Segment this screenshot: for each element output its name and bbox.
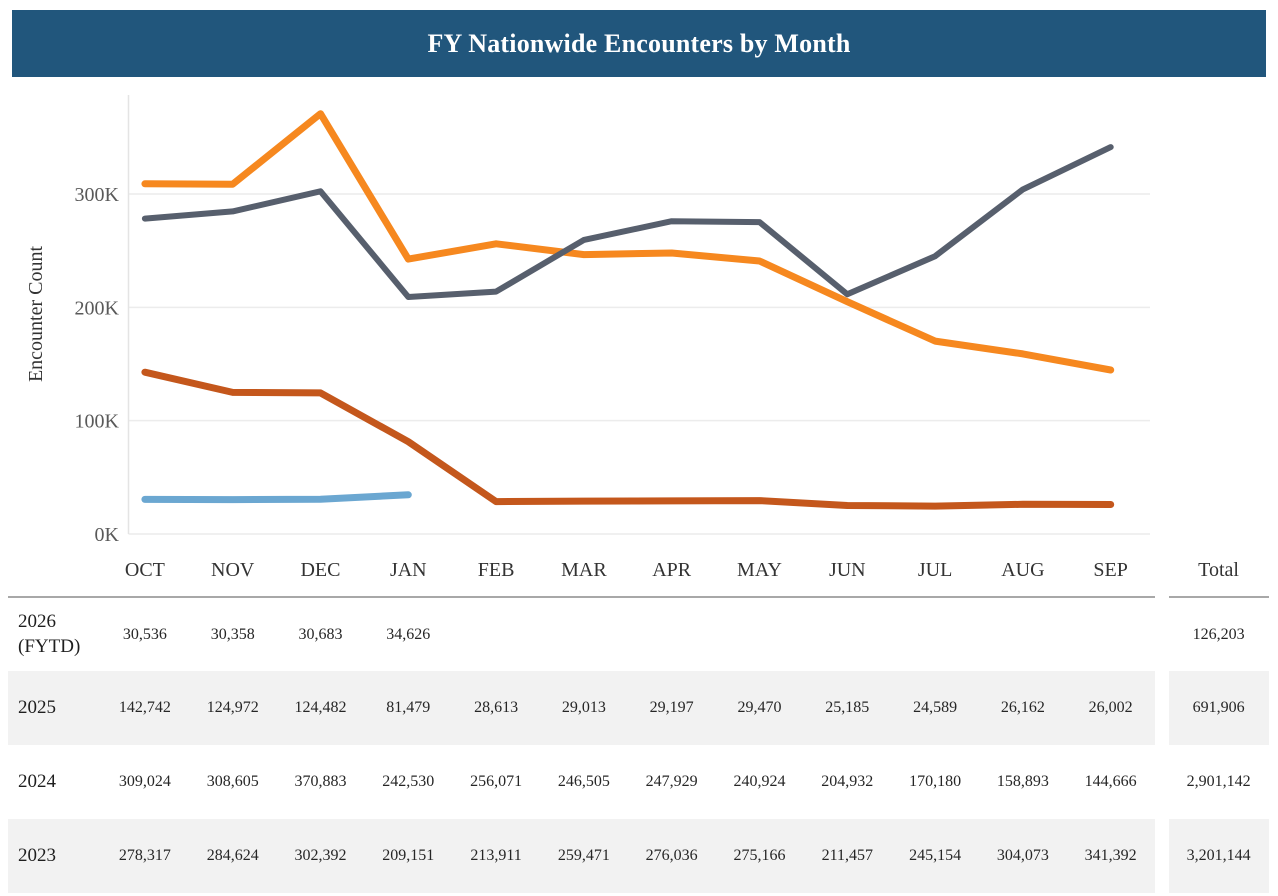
table-row-2024: 2024 309,024 308,605 370,883 242,530 256,071 2… bbox=[8, 745, 1278, 819]
value-jan: 242,530 bbox=[382, 773, 435, 790]
y-axis-label: Encounter Count bbox=[25, 246, 47, 383]
y-tick-100K: 100K bbox=[75, 411, 120, 433]
series-line-2026-fytd- bbox=[141, 491, 412, 504]
value-aug: 26,162 bbox=[978, 671, 1067, 745]
year-label: 2026 (FYTD) bbox=[18, 611, 81, 657]
value-total: 2,901,142 bbox=[1186, 773, 1251, 790]
year-label: 2025 bbox=[8, 671, 101, 745]
value-sep: 341,392 bbox=[1066, 819, 1155, 893]
value-jan: 209,151 bbox=[364, 819, 453, 893]
column-header-dec: DEC bbox=[276, 544, 365, 598]
value-jun bbox=[803, 598, 891, 671]
value-may: 275,166 bbox=[715, 819, 804, 893]
row-spacer bbox=[1154, 598, 1169, 671]
value-jan: 81,479 bbox=[364, 671, 453, 745]
column-header-oct: OCT bbox=[101, 544, 189, 598]
value-jul bbox=[891, 598, 979, 671]
value-may bbox=[716, 598, 804, 671]
value-mar: 29,013 bbox=[539, 671, 628, 745]
value-total: 3,201,144 bbox=[1168, 819, 1269, 893]
value-jul: 245,154 bbox=[891, 819, 979, 893]
value-oct: 30,536 bbox=[122, 625, 167, 643]
column-header-may: MAY bbox=[715, 544, 804, 598]
value-apr: 29,197 bbox=[627, 671, 716, 745]
encounters-line-chart: 0K 100K 200K 300K Encounter Count bbox=[25, 95, 1150, 544]
value-dec: 370,883 bbox=[294, 773, 347, 790]
column-header-jun: JUN bbox=[803, 544, 892, 598]
value-jun: 211,457 bbox=[803, 819, 892, 893]
value-aug: 304,073 bbox=[978, 819, 1067, 893]
value-apr bbox=[628, 598, 716, 671]
value-aug: 158,893 bbox=[996, 773, 1049, 790]
year-label: 2024 bbox=[18, 770, 56, 792]
value-mar bbox=[540, 598, 628, 671]
value-dec: 302,392 bbox=[276, 819, 365, 893]
header-spacer bbox=[1154, 544, 1169, 598]
value-feb: 213,911 bbox=[452, 819, 540, 893]
value-nov: 284,624 bbox=[188, 819, 277, 893]
value-dec: 30,683 bbox=[298, 625, 343, 643]
value-total: 691,906 bbox=[1168, 671, 1269, 745]
value-sep: 144,666 bbox=[1084, 773, 1137, 790]
row-spacer bbox=[1154, 745, 1169, 819]
page-title: FY Nationwide Encounters by Month bbox=[427, 28, 851, 58]
chart-area: 0K 100K 200K 300K Encounter Count bbox=[0, 77, 1278, 544]
column-header-total: Total bbox=[1168, 544, 1269, 598]
table-row-2026: 2026 (FYTD) 30,536 30,358 30,683 34,626 126,2… bbox=[8, 598, 1278, 671]
value-nov: 30,358 bbox=[210, 625, 255, 643]
value-total: 126,203 bbox=[1192, 625, 1245, 643]
value-oct: 278,317 bbox=[101, 819, 189, 893]
row-spacer bbox=[1154, 819, 1169, 893]
table-row-2025: 2025 142,742 124,972 124,482 81,479 28,613 29,… bbox=[8, 671, 1278, 745]
value-may: 240,924 bbox=[733, 773, 786, 790]
series-line-2023 bbox=[141, 144, 1114, 300]
header-year-cell bbox=[8, 544, 101, 598]
value-jul: 170,180 bbox=[909, 773, 962, 790]
value-oct: 309,024 bbox=[118, 773, 171, 790]
column-header-mar: MAR bbox=[539, 544, 628, 598]
column-header-nov: NOV bbox=[188, 544, 277, 598]
table-row-2023: 2023 278,317 284,624 302,392 209,151 213,911 2… bbox=[8, 819, 1278, 893]
year-label: 2023 bbox=[8, 819, 101, 893]
value-feb bbox=[452, 598, 540, 671]
table-body: 2026 (FYTD) 30,536 30,358 30,683 34,626 126,2… bbox=[8, 598, 1278, 893]
value-aug bbox=[979, 598, 1067, 671]
value-jun: 204,932 bbox=[821, 773, 874, 790]
value-mar: 259,471 bbox=[539, 819, 628, 893]
title-bar: FY Nationwide Encounters by Month bbox=[12, 10, 1266, 77]
y-tick-200K: 200K bbox=[75, 297, 120, 319]
value-may: 29,470 bbox=[715, 671, 804, 745]
column-header-apr: APR bbox=[627, 544, 716, 598]
series-line-2024 bbox=[141, 110, 1115, 374]
value-sep: 26,002 bbox=[1066, 671, 1155, 745]
value-feb: 256,071 bbox=[470, 773, 523, 790]
value-dec: 124,482 bbox=[276, 671, 365, 745]
value-mar: 246,505 bbox=[557, 773, 610, 790]
value-oct: 142,742 bbox=[101, 671, 189, 745]
table-header-row: OCT NOV DEC JAN FEB MAR APR MAY JUN JUL AUG SEP Tota… bbox=[8, 544, 1278, 598]
y-tick-300K: 300K bbox=[75, 184, 120, 206]
value-apr: 247,929 bbox=[645, 773, 698, 790]
column-header-feb: FEB bbox=[452, 544, 540, 598]
column-header-jul: JUL bbox=[891, 544, 979, 598]
encounters-table: OCT NOV DEC JAN FEB MAR APR MAY JUN JUL AUG SEP Tota… bbox=[0, 544, 1278, 893]
column-header-jan: JAN bbox=[364, 544, 453, 598]
value-nov: 124,972 bbox=[188, 671, 277, 745]
value-jul: 24,589 bbox=[891, 671, 979, 745]
value-apr: 276,036 bbox=[627, 819, 716, 893]
value-nov: 308,605 bbox=[206, 773, 259, 790]
column-header-aug: AUG bbox=[978, 544, 1067, 598]
value-jun: 25,185 bbox=[803, 671, 892, 745]
column-header-sep: SEP bbox=[1066, 544, 1155, 598]
y-tick-0K: 0K bbox=[95, 524, 120, 544]
series-line-2025 bbox=[141, 368, 1115, 510]
value-feb: 28,613 bbox=[452, 671, 540, 745]
value-jan: 34,626 bbox=[386, 625, 431, 643]
row-spacer bbox=[1154, 671, 1169, 745]
value-sep bbox=[1067, 598, 1155, 671]
